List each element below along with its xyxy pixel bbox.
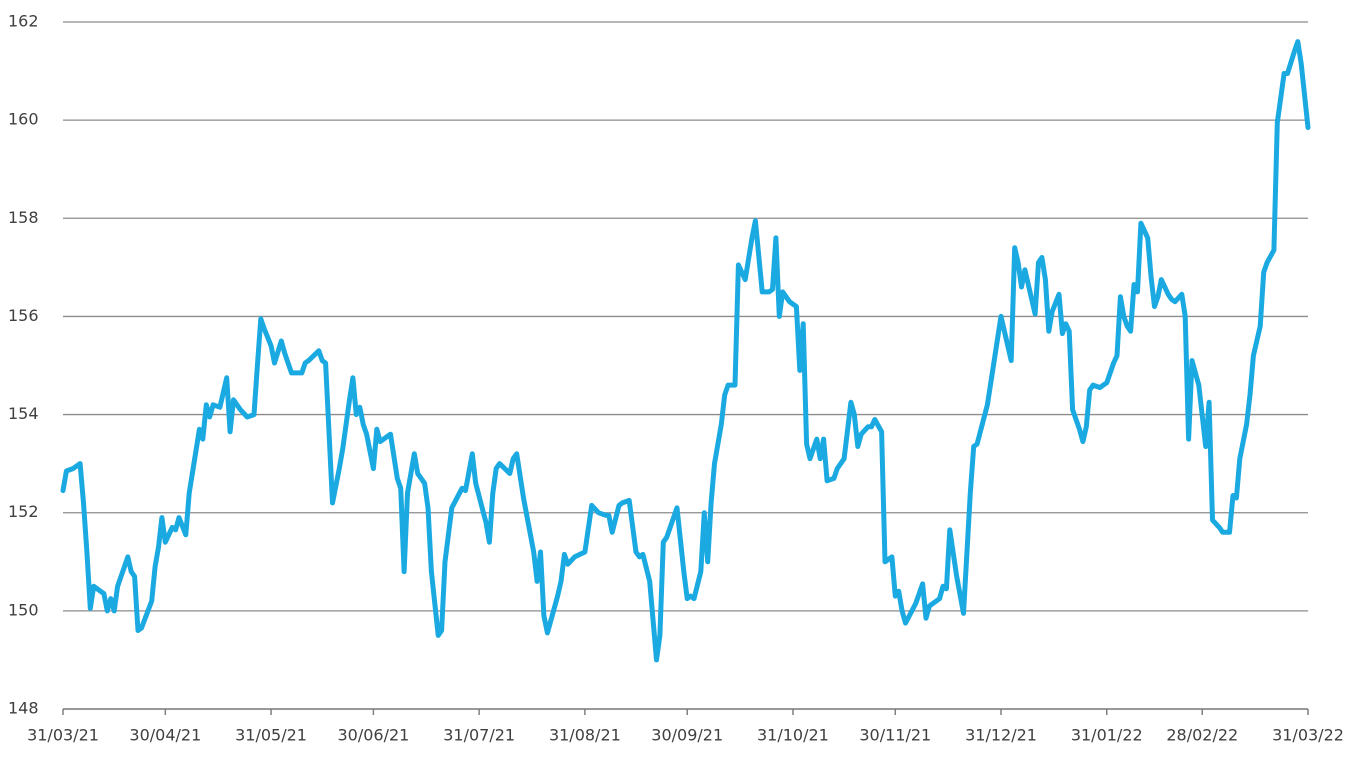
y-tick-label: 158 <box>8 208 39 227</box>
y-tick-label: 156 <box>8 306 39 325</box>
x-tick-label: 31/12/21 <box>965 726 1037 745</box>
x-tick-label: 31/05/21 <box>235 726 307 745</box>
price-line <box>60 39 1311 663</box>
x-tick-label: 31/01/22 <box>1071 726 1143 745</box>
y-tick-label: 152 <box>8 502 39 521</box>
x-tick-label: 31/03/21 <box>27 726 99 745</box>
x-tick-label: 31/08/21 <box>549 726 621 745</box>
x-tick-label: 30/04/21 <box>129 726 201 745</box>
x-tick-label: 30/09/21 <box>651 726 723 745</box>
x-tick-label: 31/03/22 <box>1272 726 1344 745</box>
y-tick-label: 160 <box>8 110 39 129</box>
y-tick-label: 154 <box>8 404 39 423</box>
x-tick-label: 31/10/21 <box>757 726 829 745</box>
x-tick-label: 28/02/22 <box>1166 726 1238 745</box>
y-tick-label: 148 <box>8 699 39 718</box>
x-tick-label: 31/07/21 <box>443 726 515 745</box>
x-tick-label: 30/06/21 <box>337 726 409 745</box>
x-tick-label: 30/11/21 <box>859 726 931 745</box>
y-tick-label: 150 <box>8 600 39 619</box>
y-tick-label: 162 <box>8 12 39 31</box>
